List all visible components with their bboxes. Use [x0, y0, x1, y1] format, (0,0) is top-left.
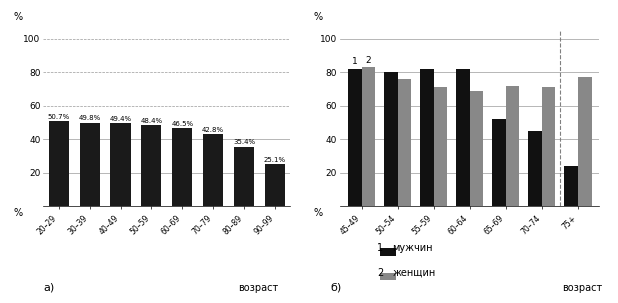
Text: 50.7%: 50.7%	[48, 114, 70, 120]
Bar	[348, 69, 362, 206]
Text: 1: 1	[352, 57, 358, 66]
Text: 46.5%: 46.5%	[171, 121, 193, 127]
Bar	[434, 87, 447, 206]
Bar	[470, 91, 483, 206]
Text: 42.8%: 42.8%	[202, 127, 224, 133]
Text: %: %	[14, 12, 23, 22]
Bar	[492, 119, 506, 206]
Bar	[172, 128, 192, 206]
Bar	[578, 77, 591, 206]
Bar	[420, 69, 434, 206]
Bar	[265, 164, 285, 206]
Bar	[142, 125, 161, 206]
Text: %: %	[314, 208, 323, 218]
Text: 2: 2	[377, 268, 383, 278]
Bar	[111, 123, 130, 206]
Text: 48.4%: 48.4%	[140, 118, 163, 124]
Text: %: %	[14, 208, 23, 218]
Text: мужчин: мужчин	[392, 244, 433, 254]
Bar	[564, 166, 578, 206]
Bar	[456, 69, 470, 206]
Bar	[528, 131, 542, 206]
Bar	[49, 121, 69, 206]
Text: 25.1%: 25.1%	[264, 157, 286, 163]
Text: %: %	[314, 12, 323, 22]
Bar	[80, 123, 99, 206]
Bar	[203, 135, 223, 206]
Text: 35.4%: 35.4%	[233, 139, 255, 145]
Text: возраст: возраст	[562, 283, 603, 293]
Text: 1: 1	[377, 244, 383, 254]
Text: женщин: женщин	[392, 268, 436, 278]
Text: 49.4%: 49.4%	[109, 116, 132, 122]
Bar	[362, 67, 375, 206]
Bar	[234, 147, 254, 206]
Bar	[384, 72, 397, 206]
Bar	[506, 85, 519, 206]
Text: б): б)	[331, 283, 342, 293]
Text: а): а)	[43, 283, 54, 293]
Text: возраст: возраст	[238, 283, 278, 293]
Bar	[542, 87, 556, 206]
Text: 49.8%: 49.8%	[78, 115, 101, 121]
Text: 2: 2	[366, 56, 371, 65]
Bar	[397, 79, 412, 206]
